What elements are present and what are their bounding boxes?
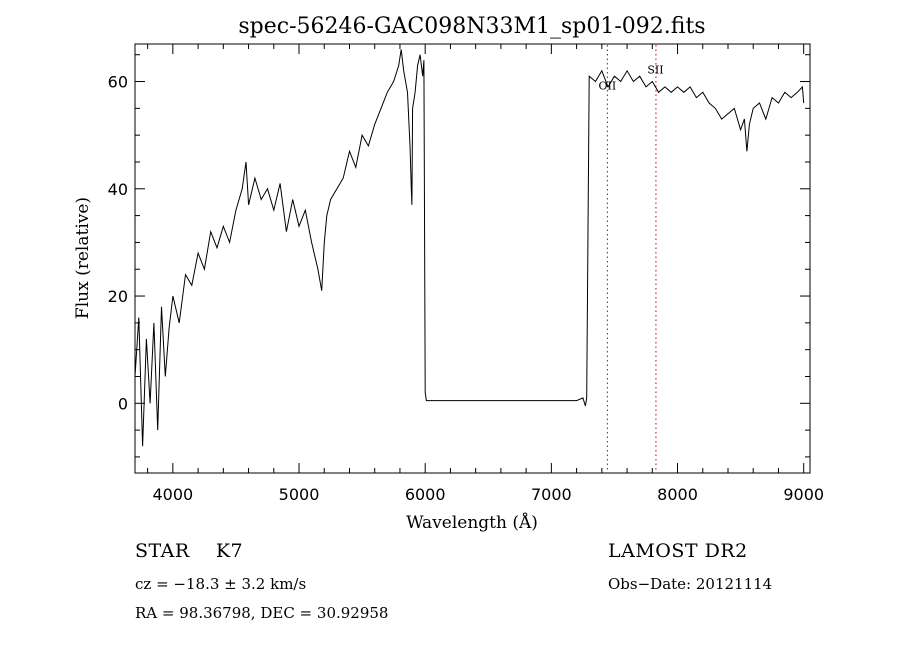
spectrum-line [134,49,805,447]
y-tick-label: 60 [108,73,128,92]
line-annotation: OII [599,80,617,93]
object-class: STAR K7 [135,540,243,562]
x-tick-label: 9000 [783,485,824,504]
velocity-readout: cz = −18.3 ± 3.2 km/s [135,575,307,593]
x-tick-label: 8000 [657,485,698,504]
survey-label: LAMOST DR2 [608,540,748,562]
line-annotation: SII [647,63,663,76]
obs-date: Obs−Date: 20121114 [608,575,773,593]
x-tick-label: 5000 [279,485,320,504]
y-tick-label: 0 [118,394,128,413]
y-axis-label: Flux (relative) [73,197,93,319]
y-tick-label: 20 [108,287,128,306]
object-subclass: K7 [215,540,244,562]
axis-ticks: 4000 5000 6000 7000 8000 9000 0 20 40 60 [108,44,824,504]
object-type: STAR [135,540,190,562]
coordinates: RA = 98.36798, DEC = 30.92958 [135,604,389,622]
reference-lines [606,45,657,472]
x-axis-label: Wavelength (Å) [406,512,538,533]
plot-frame [134,43,811,474]
chart-title: spec-56246-GAC098N33M1_sp01-092.fits [238,14,705,39]
x-tick-label: 7000 [531,485,572,504]
x-tick-label: 4000 [152,485,193,504]
y-tick-label: 40 [108,180,128,199]
line-annotations: OII SII [599,63,664,92]
x-tick-label: 6000 [405,485,446,504]
